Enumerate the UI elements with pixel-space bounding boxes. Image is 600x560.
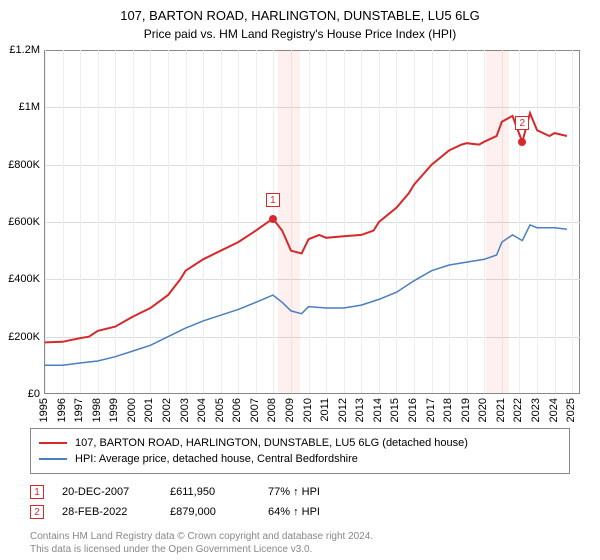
chart-subtitle: Price paid vs. HM Land Registry's House … [0, 23, 600, 41]
x-tick-label: 2019 [460, 398, 472, 422]
plot-region: 12 [44, 50, 580, 394]
legend-row: HPI: Average price, detached house, Cent… [39, 451, 561, 467]
x-tick-label: 2014 [372, 398, 384, 422]
license-text: Contains HM Land Registry data © Crown c… [30, 530, 570, 556]
x-tick-label: 2009 [284, 398, 296, 422]
sale-date: 20-DEC-2007 [62, 486, 152, 498]
x-tick-label: 2000 [126, 398, 138, 422]
x-tick-label: 2017 [425, 398, 437, 422]
y-tick-label: £1.2M [9, 44, 40, 56]
sale-marker-label: 1 [266, 193, 280, 207]
x-tick-label: 2011 [319, 398, 331, 422]
y-tick-label: £200K [8, 331, 40, 343]
x-tick-label: 2022 [512, 398, 524, 422]
sale-hpi: 64% ↑ HPI [268, 506, 320, 518]
x-tick-label: 2006 [231, 398, 243, 422]
sale-marker-dot [518, 138, 526, 146]
recession-band [486, 50, 509, 393]
sale-marker-inline: 1 [30, 485, 44, 499]
x-tick-label: 1997 [73, 398, 85, 422]
x-tick-label: 2024 [548, 398, 560, 422]
sale-date: 28-FEB-2022 [62, 506, 152, 518]
x-tick-label: 2002 [161, 398, 173, 422]
x-tick-label: 2001 [143, 398, 155, 422]
legend-row: 107, BARTON ROAD, HARLINGTON, DUNSTABLE,… [39, 435, 561, 451]
x-tick-label: 2023 [530, 398, 542, 422]
chart-title: 107, BARTON ROAD, HARLINGTON, DUNSTABLE,… [0, 0, 600, 23]
x-tick-label: 2016 [407, 398, 419, 422]
x-tick-label: 2005 [214, 398, 226, 422]
x-tick-label: 2025 [565, 398, 577, 422]
x-tick-label: 2007 [249, 398, 261, 422]
sale-price: £879,000 [170, 506, 250, 518]
legend-swatch [39, 458, 67, 460]
sales-table: 1 20-DEC-2007 £611,950 77% ↑ HPI 2 28-FEB-202… [30, 482, 570, 522]
recession-band [278, 50, 300, 393]
sale-price: £611,950 [170, 486, 250, 498]
chart-area: 12 £0£200K£400K£600K£800K£1M£1.2M 199519… [44, 50, 580, 394]
x-tick-label: 2013 [354, 398, 366, 422]
x-tick-label: 1999 [108, 398, 120, 422]
x-tick-label: 2012 [337, 398, 349, 422]
sale-marker-inline: 2 [30, 505, 44, 519]
x-tick-label: 2008 [266, 398, 278, 422]
legend-label: HPI: Average price, detached house, Cent… [75, 453, 358, 465]
license-line-2: This data is licensed under the Open Gov… [30, 543, 570, 556]
x-tick-label: 2010 [302, 398, 314, 422]
x-tick-label: 2003 [179, 398, 191, 422]
x-tick-label: 1995 [38, 398, 50, 422]
legend-label: 107, BARTON ROAD, HARLINGTON, DUNSTABLE,… [75, 437, 468, 449]
sale-hpi: 77% ↑ HPI [268, 486, 320, 498]
legend-swatch [39, 442, 67, 444]
sale-row: 2 28-FEB-2022 £879,000 64% ↑ HPI [30, 502, 570, 522]
chart-container: 107, BARTON ROAD, HARLINGTON, DUNSTABLE,… [0, 0, 600, 560]
y-tick-label: £600K [8, 216, 40, 228]
y-tick-label: £400K [8, 273, 40, 285]
license-line-1: Contains HM Land Registry data © Crown c… [30, 530, 570, 543]
x-tick-label: 2018 [442, 398, 454, 422]
x-tick-label: 2020 [477, 398, 489, 422]
x-tick-label: 2004 [196, 398, 208, 422]
x-tick-label: 1998 [91, 398, 103, 422]
x-tick-label: 2021 [495, 398, 507, 422]
y-tick-label: £1M [19, 101, 40, 113]
x-tick-label: 1996 [56, 398, 68, 422]
chart-footer: 107, BARTON ROAD, HARLINGTON, DUNSTABLE,… [30, 428, 570, 556]
legend: 107, BARTON ROAD, HARLINGTON, DUNSTABLE,… [30, 428, 570, 474]
y-tick-label: £800K [8, 159, 40, 171]
sale-row: 1 20-DEC-2007 £611,950 77% ↑ HPI [30, 482, 570, 502]
sale-marker-label: 2 [515, 116, 529, 130]
x-tick-label: 2015 [389, 398, 401, 422]
sale-marker-dot [269, 215, 277, 223]
